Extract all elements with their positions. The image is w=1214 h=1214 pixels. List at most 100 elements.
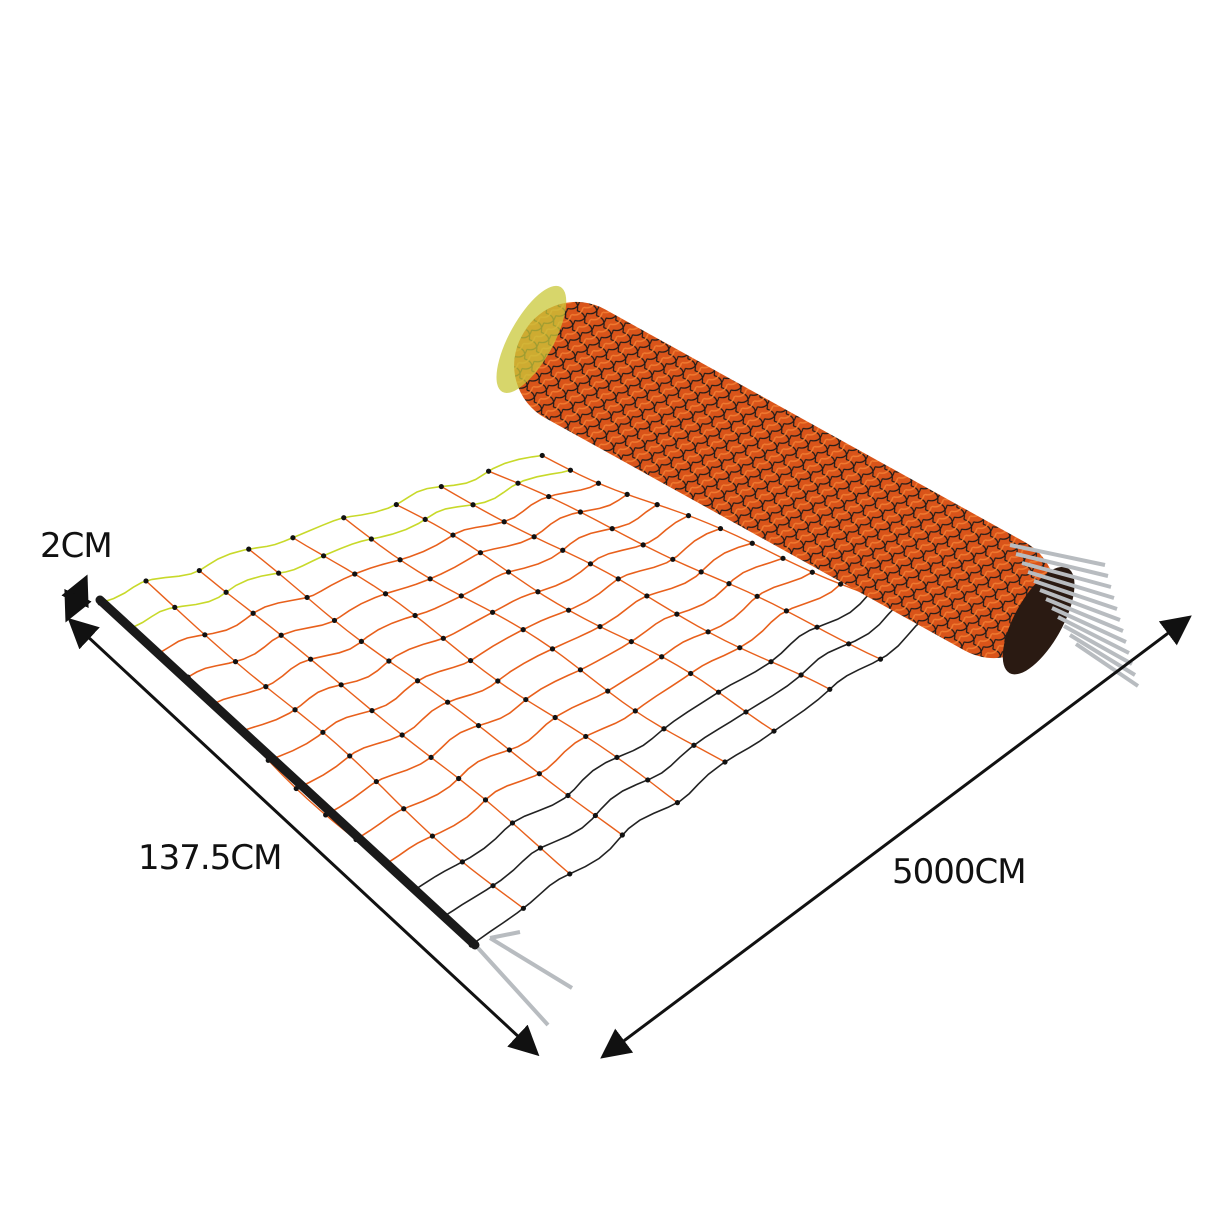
net-knot	[537, 845, 544, 851]
net-knot	[414, 678, 421, 684]
net-knot	[320, 553, 327, 559]
net-knot	[685, 513, 692, 519]
height-label: 137.5CM	[138, 838, 282, 878]
net-knot	[382, 591, 389, 597]
net-knot	[595, 480, 602, 486]
mesh-gap-arrow	[61, 574, 92, 623]
net-knot	[520, 627, 526, 633]
net-knot	[308, 656, 314, 662]
net-knot	[565, 792, 571, 799]
net-knot	[397, 557, 403, 563]
net-knot	[560, 547, 566, 553]
net-knot	[749, 540, 755, 546]
mesh-gap-label: 2CM	[40, 526, 113, 566]
net-knot	[422, 516, 428, 523]
net-knot	[468, 657, 474, 664]
net-knot	[369, 707, 375, 714]
net-knot	[743, 709, 749, 715]
net-knot	[292, 707, 298, 713]
net-knot	[705, 629, 711, 635]
net-knot	[459, 859, 465, 865]
net-knot	[632, 708, 638, 714]
length-arrow	[600, 615, 1192, 1059]
net-knot	[645, 777, 651, 783]
net-knot	[583, 733, 589, 740]
net-vertical-strand	[395, 503, 775, 732]
fence-roll	[496, 285, 1140, 688]
length-label: 5000CM	[892, 852, 1027, 892]
net-knot	[440, 635, 446, 641]
net-knot	[640, 542, 646, 548]
net-knot	[501, 519, 507, 525]
net-knot	[614, 754, 620, 760]
net-knot	[814, 624, 820, 630]
net-knot	[837, 581, 844, 587]
stake	[1009, 543, 1106, 567]
net-knot	[552, 714, 558, 721]
net-knot	[615, 576, 621, 582]
net-knot	[368, 536, 374, 542]
net-knot	[592, 812, 598, 819]
net-knot	[263, 684, 269, 690]
stake	[1021, 561, 1112, 589]
net-knot	[783, 608, 790, 614]
net-knot	[495, 678, 501, 684]
net-knot	[445, 699, 451, 705]
net-knot	[717, 525, 724, 532]
net-knot	[654, 502, 660, 508]
net-knot	[520, 905, 527, 911]
net-knot	[619, 832, 625, 838]
net-knot	[567, 467, 574, 473]
net-knot	[347, 753, 353, 759]
net-horizontal-strand	[470, 616, 928, 946]
net-knot	[698, 569, 704, 575]
net-knot	[490, 883, 496, 889]
net-knot	[597, 623, 603, 630]
net-knot	[628, 638, 634, 645]
stake	[1015, 552, 1109, 578]
net-knot	[506, 747, 513, 753]
net-knot	[536, 771, 542, 777]
net-knot	[809, 569, 815, 575]
net-knot	[427, 576, 433, 582]
net-knot	[546, 493, 552, 500]
net-knot	[515, 480, 521, 486]
net-knot	[691, 742, 697, 748]
net-horizontal-strand	[130, 469, 571, 630]
net-knot	[172, 604, 178, 610]
net-knot	[674, 611, 680, 617]
net-horizontal-strand	[99, 454, 543, 604]
net-knot	[715, 689, 722, 695]
net-horizontal-strand	[325, 557, 784, 816]
net-knot	[475, 722, 482, 729]
net-knot	[450, 532, 456, 538]
net-knot	[523, 696, 529, 703]
net-knot	[609, 526, 615, 532]
net-horizontal-strand	[385, 583, 842, 865]
net-knot	[846, 641, 852, 647]
net-knot	[401, 806, 407, 812]
net-knot	[674, 800, 681, 806]
net-knot	[223, 589, 229, 595]
net-knot	[505, 569, 512, 575]
net-knot	[489, 609, 496, 615]
net-knot	[352, 571, 358, 577]
net-knot	[780, 555, 786, 561]
net-knot	[276, 570, 282, 576]
net-horizontal-strand	[159, 482, 599, 654]
net-knot	[196, 567, 202, 574]
net-knot	[688, 670, 694, 677]
net-vertical-strand	[198, 570, 571, 875]
net-knot	[232, 659, 239, 665]
net-knot	[670, 556, 676, 562]
net-knot	[644, 593, 650, 599]
net-knot	[399, 732, 405, 738]
net-knot	[290, 535, 296, 541]
stake	[1039, 588, 1121, 622]
net-knot	[202, 632, 208, 638]
net-knot	[827, 686, 833, 692]
stake	[1033, 579, 1118, 611]
net-horizontal-strand	[443, 604, 898, 917]
net-knot	[320, 729, 326, 735]
net-knot	[458, 593, 464, 599]
